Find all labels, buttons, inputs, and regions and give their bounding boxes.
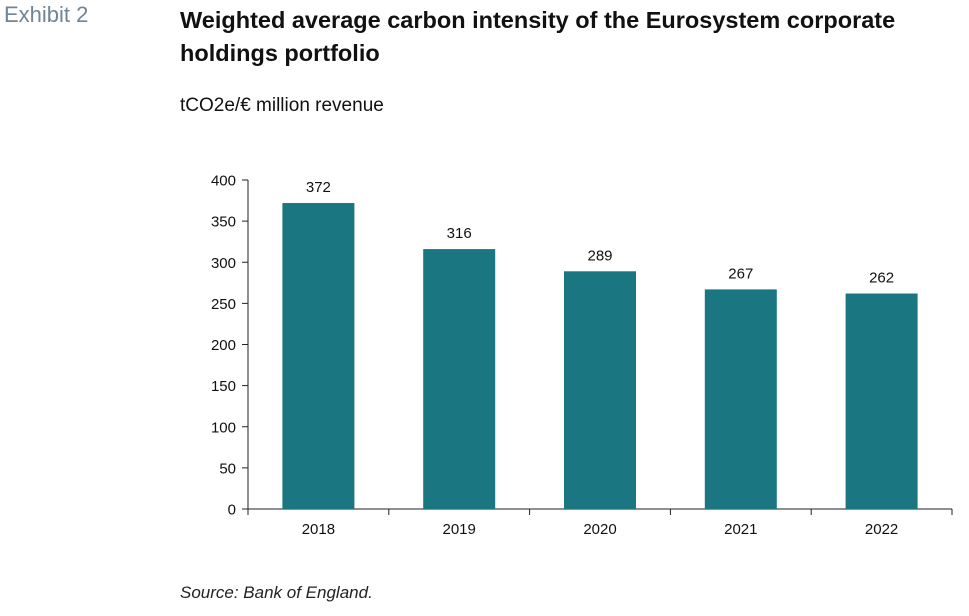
y-tick-label: 0 <box>228 502 236 519</box>
data-label-2022: 262 <box>869 270 894 287</box>
x-tick-label: 2022 <box>865 521 898 538</box>
x-tick-label: 2021 <box>724 521 757 538</box>
x-tick-label: 2019 <box>443 521 476 538</box>
exhibit-label: Exhibit 2 <box>4 2 89 27</box>
y-tick-label: 400 <box>211 173 236 190</box>
y-tick-label: 250 <box>211 296 236 313</box>
chart-axes: 0 50 100 150 200 250 300 350 400 2018 2019 2020 2021… <box>211 173 953 538</box>
bar-2019 <box>423 249 496 509</box>
bar-2021 <box>704 289 777 509</box>
y-tick-label: 300 <box>211 255 236 272</box>
data-label-2019: 316 <box>447 225 472 242</box>
data-label-2020: 289 <box>587 247 612 264</box>
bar-2022 <box>845 293 918 509</box>
y-tick-label: 350 <box>211 214 236 231</box>
source-note: Source: Bank of England. <box>180 583 373 602</box>
chart-bars <box>282 203 918 509</box>
y-axis-unit-label: tCO2e/€ million revenue <box>180 95 384 116</box>
chart-data-labels: 372 316 289 267 262 <box>306 179 894 286</box>
x-tick-label: 2020 <box>583 521 616 538</box>
bar-chart: 0 50 100 150 200 250 300 350 400 2018 2019 2020 2021… <box>211 173 953 538</box>
data-label-2021: 267 <box>728 265 753 282</box>
data-label-2018: 372 <box>306 179 331 196</box>
chart-title: Weighted average carbon intensity of the… <box>180 7 896 66</box>
bar-2018 <box>282 203 355 509</box>
y-tick-label: 150 <box>211 378 236 395</box>
x-tick-label: 2018 <box>302 521 335 538</box>
bar-2020 <box>564 271 636 509</box>
y-tick-label: 100 <box>211 419 236 436</box>
y-tick-label: 50 <box>219 460 236 477</box>
y-tick-label: 200 <box>211 337 236 354</box>
